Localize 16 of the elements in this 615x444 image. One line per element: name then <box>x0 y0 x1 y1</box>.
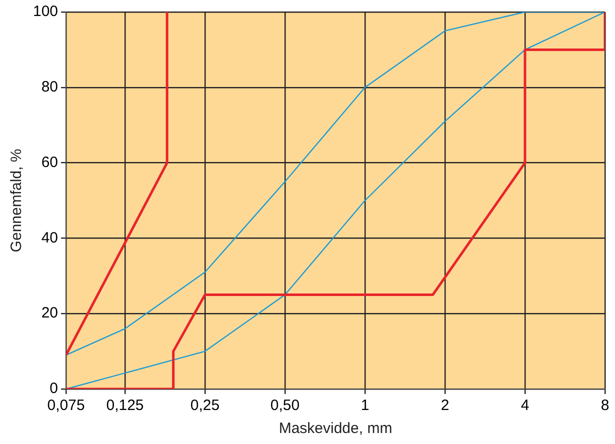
y-tick-label: 60 <box>41 154 58 171</box>
x-tick-label: 0,125 <box>106 397 144 414</box>
y-tick-label: 40 <box>41 229 58 246</box>
y-tick-label: 0 <box>50 380 58 398</box>
x-tick-label: 4 <box>520 397 530 414</box>
y-tick-label: 80 <box>41 78 58 96</box>
y-tick-label: 100 <box>32 3 58 20</box>
y-axis-title: Gennemfald, % <box>8 148 26 252</box>
x-axis-title: Maskevidde, mm <box>278 420 392 438</box>
y-tick-label: 20 <box>41 304 58 322</box>
x-tick-label: 0,50 <box>270 397 300 414</box>
x-tick-label: 0,25 <box>190 397 220 414</box>
x-tick-label: 8 <box>600 397 610 414</box>
x-tick-label: 0,075 <box>47 397 85 414</box>
x-tick-label: 2 <box>440 397 450 414</box>
x-tick-label: 1 <box>360 397 370 414</box>
